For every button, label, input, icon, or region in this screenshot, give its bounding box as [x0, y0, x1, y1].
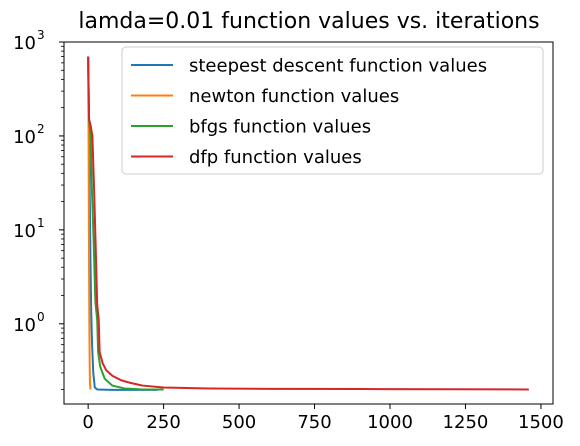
legend-box [121, 46, 544, 175]
y-tick-exponent: 1 [37, 216, 45, 230]
x-tick-label: 1500 [518, 412, 564, 433]
plot-frame [63, 41, 554, 405]
x-tick-label: 1250 [443, 412, 489, 433]
y-tick-exponent: 0 [37, 310, 45, 324]
y-tick-label: 10 [13, 315, 36, 336]
x-tick-label: 250 [146, 412, 180, 433]
y-tick-exponent: 2 [37, 122, 45, 136]
y-tick-label: 10 [13, 33, 36, 54]
x-axis: 0 250 500 750 1000 1250 1500 [82, 404, 564, 433]
y-tick-exponent: 3 [37, 28, 45, 42]
legend-label-2: newton function values [189, 86, 399, 107]
series-line-3 [87, 56, 164, 391]
legend-label-1: steepest descent function values [189, 56, 487, 77]
legend: steepest descent function values newton f… [121, 46, 544, 175]
x-tick-label: 750 [297, 412, 331, 433]
y-tick-label: 10 [13, 221, 36, 242]
series-layer [87, 56, 529, 391]
y-tick-label: 10 [13, 127, 36, 148]
series-line-4 [87, 56, 529, 391]
chart-title: lamda=0.01 function values vs. iteration… [78, 9, 539, 34]
x-tick-label: 0 [82, 412, 93, 433]
legend-label-3: bfgs function values [189, 117, 371, 138]
legend-label-4: dfp function values [189, 147, 362, 168]
x-tick-label: 500 [222, 412, 256, 433]
x-tick-label: 1000 [367, 412, 413, 433]
